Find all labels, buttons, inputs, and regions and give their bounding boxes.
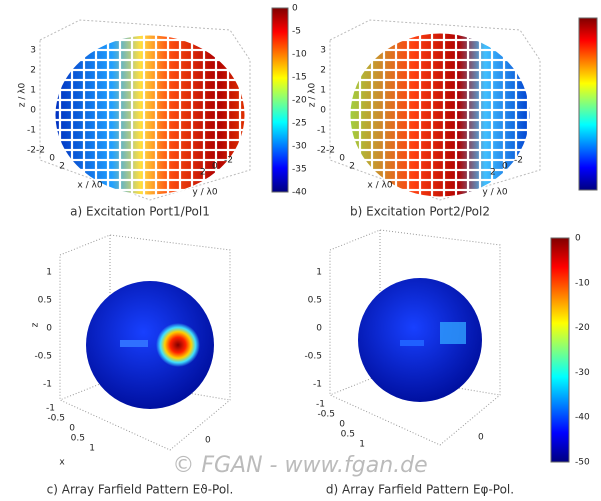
y-tick-label: 0 (205, 436, 211, 446)
axis-label: x (59, 458, 65, 468)
x-tick-label: 0.5 (71, 434, 85, 444)
x-tick-label: -0.5 (47, 414, 65, 424)
x-tick-label: -2 (326, 146, 335, 156)
colorbar-tick-label: -30 (292, 142, 307, 152)
axis-label: x / λ0 (77, 181, 102, 191)
colorbar-tick-label: -25 (292, 119, 307, 129)
colorbar-tick-label: 0 (575, 234, 581, 244)
x-tick-label: 0 (339, 154, 345, 164)
colorbar-tick-label: -15 (292, 73, 307, 83)
z-tick-label: 0 (320, 106, 326, 116)
colorbar-tick-label: -50 (575, 458, 590, 468)
z-tick-label: -0.5 (304, 352, 322, 362)
z-tick-label: -1 (27, 126, 36, 136)
z-tick-label: 0 (316, 324, 322, 334)
colorbar-tick-label: -5 (292, 27, 301, 37)
z-tick-label: -1 (317, 126, 326, 136)
y-tick-label: -2 (514, 156, 523, 166)
axis-label: x / λ0 (367, 181, 392, 191)
x-tick-label: -2 (36, 146, 45, 156)
z-tick-label: 2 (30, 66, 36, 76)
colorbar-tick-label: -40 (575, 413, 590, 423)
x-tick-label: 0 (339, 420, 345, 430)
colorbar-tick-label: 0 (292, 4, 298, 14)
z-tick-label: 0 (30, 106, 36, 116)
z-tick-label: -1 (313, 380, 322, 390)
colorbar-tick-label: -40 (292, 188, 307, 198)
axis-label: z / λ0 (308, 82, 318, 107)
z-tick-label: -0.5 (34, 352, 52, 362)
panel-c (60, 235, 230, 450)
caption: a) Excitation Port1/Pol1 (70, 205, 210, 219)
z-tick-label: -2 (27, 146, 36, 156)
x-tick-label: 0 (49, 154, 55, 164)
colorbar-tick-label: -10 (575, 278, 590, 288)
axis-label: z / λ0 (18, 82, 28, 107)
y-tick-label: 2 (490, 168, 496, 178)
x-tick-label: 2 (349, 162, 355, 172)
z-tick-label: 1 (316, 268, 322, 278)
z-tick-label: -2 (317, 146, 326, 156)
z-tick-label: 0 (46, 324, 52, 334)
panel-d (330, 230, 569, 462)
y-tick-label: 0 (212, 162, 218, 172)
z-tick-label: 0.5 (38, 296, 52, 306)
z-tick-label: 1 (30, 86, 36, 96)
x-tick-label: 1 (359, 440, 365, 450)
x-tick-label: 0.5 (341, 430, 355, 440)
z-tick-label: 3 (30, 46, 36, 56)
colorbar-tick-label: -30 (575, 368, 590, 378)
x-tick-label: 1 (89, 444, 95, 454)
colorbar-tick-label: -10 (292, 50, 307, 60)
z-tick-label: 2 (320, 66, 326, 76)
y-tick-label: -2 (224, 156, 233, 166)
colorbar-tick-label: -20 (575, 323, 590, 333)
caption: c) Array Farfield Pattern Eϑ-Pol. (47, 483, 234, 497)
axis-label: y / λ0 (482, 188, 507, 198)
axis-label: z (31, 322, 41, 327)
panel-a (40, 8, 288, 200)
colorbar-tick-label: -35 (292, 165, 307, 175)
caption: b) Excitation Port2/Pol2 (350, 205, 490, 219)
watermark: © FGAN - www.fgan.de (172, 453, 427, 478)
z-tick-label: 1 (46, 268, 52, 278)
panel-b (330, 18, 597, 200)
x-tick-label: 0 (69, 424, 75, 434)
caption: d) Array Farfield Pattern Eφ-Pol. (326, 483, 514, 497)
figure: © FGAN - www.fgan.de a) Excitation Port1… (0, 0, 601, 501)
colorbar-tick-label: -20 (292, 96, 307, 106)
y-tick-label: 0 (478, 433, 484, 443)
y-tick-label: 0 (502, 162, 508, 172)
z-tick-label: 3 (320, 46, 326, 56)
y-tick-label: 2 (200, 168, 206, 178)
z-tick-label: 1 (320, 86, 326, 96)
x-tick-label: 2 (59, 162, 65, 172)
x-tick-label: -0.5 (317, 410, 335, 420)
z-tick-label: 0.5 (308, 296, 322, 306)
x-tick-label: -1 (316, 400, 325, 410)
x-tick-label: -1 (46, 404, 55, 414)
z-tick-label: -1 (43, 380, 52, 390)
axis-label: y / λ0 (192, 188, 217, 198)
